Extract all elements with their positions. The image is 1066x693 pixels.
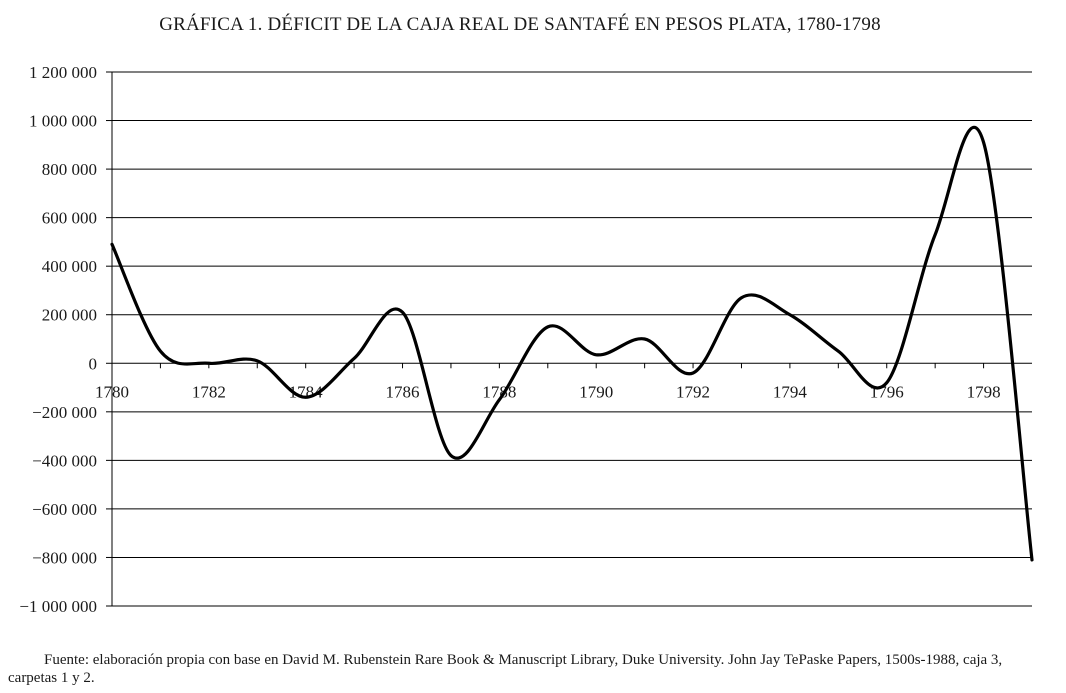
y-tick-label: 800 000 xyxy=(42,160,97,179)
x-tick-label: 1792 xyxy=(676,382,710,401)
x-tick-label: 1790 xyxy=(579,382,613,401)
y-tick-label: −400 000 xyxy=(32,451,97,470)
y-tick-label: −200 000 xyxy=(32,403,97,422)
y-tick-label: 1 200 000 xyxy=(29,63,97,82)
y-tick-labels: 1 200 000 1 000 000 800 000 600 000 400 000 2… xyxy=(19,63,97,616)
y-tick-label: 1 000 000 xyxy=(29,112,97,131)
y-tick-label: 400 000 xyxy=(42,257,97,276)
x-tick-label: 1780 xyxy=(95,382,129,401)
x-tick-labels: 1780 1782 1784 1786 1788 1790 1792 1794 1796 1798 xyxy=(95,382,1001,401)
x-tick-label: 1782 xyxy=(192,382,226,401)
y-tick-label: 0 xyxy=(89,354,98,373)
chart-title: GRÁFICA 1. DÉFICIT DE LA CAJA REAL DE SA… xyxy=(159,14,881,35)
y-tick-label: −1 000 000 xyxy=(19,597,97,616)
x-tick-label: 1796 xyxy=(870,382,904,401)
y-tick-label: 600 000 xyxy=(42,209,97,228)
series xyxy=(110,125,1034,562)
axes xyxy=(106,71,985,607)
x-tick-label: 1794 xyxy=(773,382,808,401)
y-tick-label: −800 000 xyxy=(32,548,97,567)
source-note: Fuente: elaboración propia con base en D… xyxy=(8,652,1003,686)
y-tick-label: −600 000 xyxy=(32,500,97,519)
y-tick-label: 200 000 xyxy=(42,306,97,325)
gridlines xyxy=(112,71,1032,607)
deficit-line xyxy=(110,125,1034,562)
x-tick-label: 1786 xyxy=(386,382,420,401)
x-tick-label: 1798 xyxy=(967,382,1001,401)
